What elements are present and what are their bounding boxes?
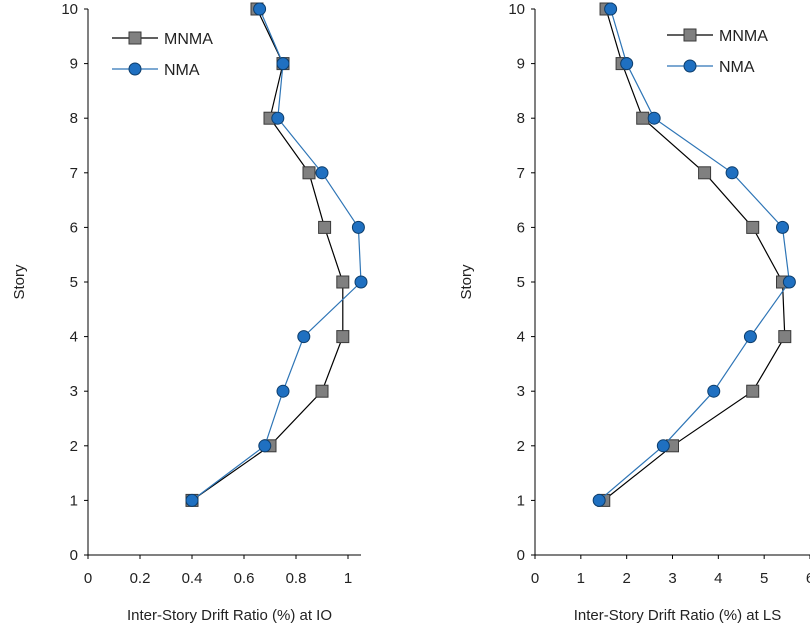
y-tick-label: 3 [70,383,78,400]
data-point-nma [271,111,285,125]
data-point-nma [707,384,721,398]
chart-panel-2: 0 1 2 3 4 5 6 7 8 9 10 0 1 2 3 4 5 6 Inter-Story Drift Rat… [458,1,810,624]
series-nma [592,2,796,507]
series-line-nma [598,8,790,501]
data-point-mnma [746,384,760,398]
data-point-nma [253,2,267,16]
legend-label: MNMA [164,31,213,48]
data-point-mnma [336,275,350,289]
series-line-mnma [603,8,786,501]
y-tick-label: 3 [517,383,525,400]
y-tick-label: 5 [517,274,525,291]
y-tick-label: 1 [517,492,525,509]
y-tick-label: 8 [70,110,78,127]
x-tick-label: 0.2 [130,570,151,587]
data-point-mnma [746,220,760,234]
data-point-nma [276,384,290,398]
data-point-nma [258,439,272,453]
data-point-mnma [336,330,350,344]
y-tick-label: 4 [517,329,525,346]
x-tick-label: 0 [531,570,539,587]
y-axis-label: Story [11,264,28,300]
y-tick-label: 6 [70,219,78,236]
data-point-nma [725,166,739,180]
x-tick-label: 6 [806,570,810,587]
legend-marker [128,62,142,76]
data-point-nma [782,275,796,289]
chart-panel-1: 0 1 2 3 4 5 6 7 8 9 10 0 0.2 0.4 0.6 0.8 1 Inter-Story Dr… [11,1,368,624]
series-nma [185,2,368,507]
y-tick-label: 2 [517,438,525,455]
x-tick-label: 1 [344,570,352,587]
y-tick-label: 8 [517,110,525,127]
x-tick-label: 0.8 [286,570,307,587]
x-tick-label: 0.4 [182,570,203,587]
data-point-nma [354,275,368,289]
y-tick-label: 6 [517,219,525,236]
data-point-nma [776,220,789,234]
data-point-mnma [302,166,316,180]
legend-marker [683,59,697,73]
data-point-nma [656,439,670,453]
y-tick-label: 9 [70,56,78,73]
data-point-nma [276,57,290,71]
series-mnma [185,2,350,507]
legend: MNMA NMA [667,28,768,76]
y-tick-label: 4 [70,329,78,346]
data-point-nma [351,220,365,234]
legend-label: NMA [164,62,200,79]
data-point-mnma [698,166,712,180]
x-axis-label: Inter-Story Drift Ratio (%) at LS [574,607,782,624]
data-point-nma [185,493,199,507]
legend-label: MNMA [719,28,768,45]
y-tick-label: 7 [517,165,525,182]
data-point-nma [315,166,329,180]
x-tick-label: 0 [84,570,92,587]
data-point-mnma [636,111,650,125]
series-mnma [597,2,792,507]
x-tick-label: 2 [622,570,630,587]
series-line-nma [191,8,362,501]
x-tick-label: 4 [714,570,722,587]
data-point-mnma [315,384,329,398]
y-tick-label: 10 [508,1,525,18]
y-tick-label: 10 [61,1,78,18]
data-point-nma [647,111,661,125]
data-point-nma [297,330,311,344]
legend-marker [683,28,697,42]
series-line-mnma [191,8,344,501]
y-tick-label: 0 [70,547,78,564]
y-tick-label: 7 [70,165,78,182]
data-point-mnma [318,220,332,234]
legend: MNMA NMA [112,31,213,79]
x-tick-label: 5 [760,570,768,587]
data-point-nma [743,330,757,344]
y-axis-label: Story [458,264,475,300]
x-tick-label: 0.6 [234,570,255,587]
y-tick-label: 0 [517,547,525,564]
x-tick-label: 1 [577,570,585,587]
y-tick-label: 9 [517,56,525,73]
y-tick-label: 2 [70,438,78,455]
y-tick-label: 1 [70,492,78,509]
data-point-mnma [778,330,792,344]
legend-label: NMA [719,59,755,76]
x-axis-label: Inter-Story Drift Ratio (%) at IO [127,607,332,624]
data-point-nma [592,493,606,507]
x-tick-label: 3 [668,570,676,587]
y-tick-label: 5 [70,274,78,291]
data-point-nma [604,2,618,16]
data-point-nma [620,57,634,71]
legend-marker [128,31,142,45]
